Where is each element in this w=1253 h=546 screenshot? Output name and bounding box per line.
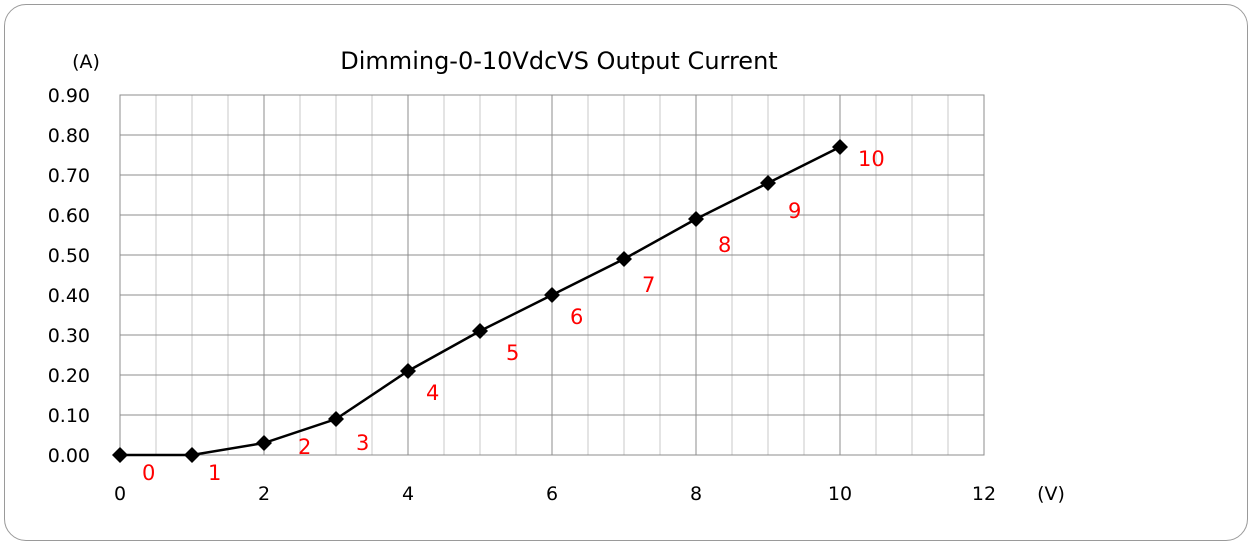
axes: 0.00 0.10 0.20 0.30 0.40 0.50 0.60 0.70 0.80 0.90… <box>48 85 996 505</box>
data-point-marker <box>832 139 848 155</box>
data-point-label: 9 <box>788 199 801 223</box>
data-point-label: 7 <box>642 273 655 297</box>
y-tick-label: 0.60 <box>48 205 90 227</box>
y-tick-label: 0.50 <box>48 245 90 267</box>
x-tick-label: 4 <box>402 483 414 505</box>
data-point-marker <box>616 251 632 267</box>
x-tick-label: 6 <box>546 483 558 505</box>
y-tick-label: 0.10 <box>48 405 90 427</box>
data-point-label: 4 <box>426 381 439 405</box>
data-point-label: 6 <box>570 305 583 329</box>
data-point-marker <box>544 287 560 303</box>
series: 0 1 2 3 4 5 6 7 8 9 10 <box>112 139 885 485</box>
y-tick-label: 0.40 <box>48 285 90 307</box>
chart-title: Dimming-0-10VdcVS Output Current <box>340 47 777 75</box>
data-point-marker <box>760 175 776 191</box>
x-axis-unit: (V) <box>1037 483 1065 505</box>
x-tick-label: 8 <box>690 483 702 505</box>
data-point-marker <box>256 435 272 451</box>
data-point-marker <box>400 363 416 379</box>
data-point-label: 0 <box>142 461 155 485</box>
data-point-label: 3 <box>356 431 369 455</box>
plot-area-border <box>119 94 985 456</box>
y-tick-label: 0.00 <box>48 445 90 467</box>
data-point-marker <box>184 447 200 463</box>
y-tick-label: 0.20 <box>48 365 90 387</box>
y-tick-label: 0.70 <box>48 165 90 187</box>
data-point-label: 5 <box>506 341 519 365</box>
x-tick-label: 2 <box>258 483 270 505</box>
y-axis-unit: (A) <box>72 51 100 73</box>
y-tick-label: 0.80 <box>48 125 90 147</box>
y-tick-label: 0.90 <box>48 85 90 107</box>
y-tick-label: 0.30 <box>48 325 90 347</box>
x-tick-label: 0 <box>114 483 126 505</box>
data-point-marker <box>112 447 128 463</box>
x-tick-label: 12 <box>972 483 996 505</box>
data-point-marker <box>328 411 344 427</box>
data-point-label: 1 <box>208 461 221 485</box>
grid <box>119 94 985 456</box>
data-point-label: 2 <box>298 435 311 459</box>
data-point-label: 10 <box>858 147 885 171</box>
x-tick-label: 10 <box>828 483 852 505</box>
data-point-marker <box>472 323 488 339</box>
data-point-label: 8 <box>718 233 731 257</box>
data-point-marker <box>688 211 704 227</box>
